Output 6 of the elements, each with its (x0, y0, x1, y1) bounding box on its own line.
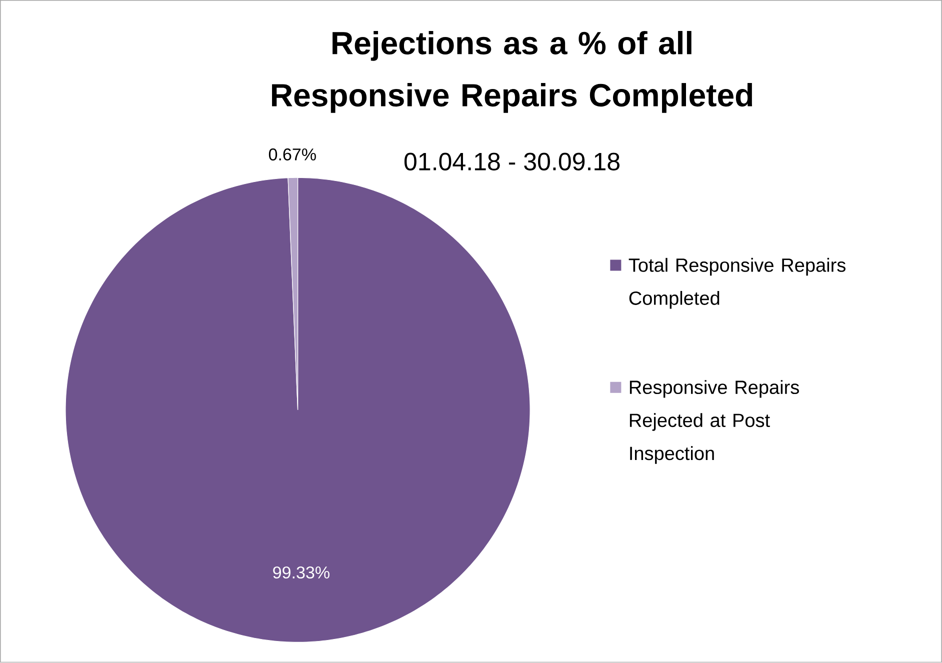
legend-label: Responsive Repairs Rejected at Post Inspection (630, 380, 799, 464)
legend-label: Total Responsive Repairs Completed (628, 258, 846, 309)
data-label: 0.67% (268, 148, 316, 161)
data-label: 99.33% (273, 566, 330, 579)
chart-title: Rejections as a % of all Responsive Repairs Completed (272, 31, 752, 114)
chart-subtitle: 01.04.18 - 30.09.18 (404, 152, 620, 171)
